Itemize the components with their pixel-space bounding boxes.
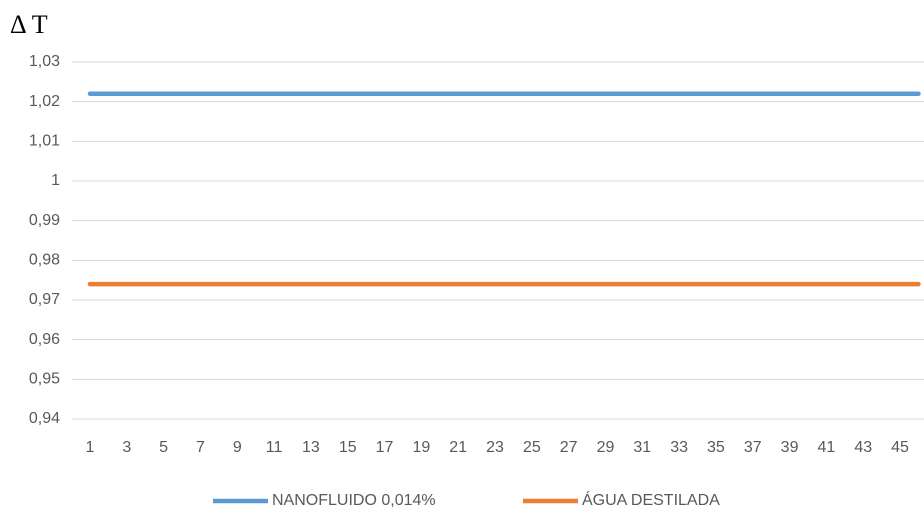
x-tick-label: 7: [196, 439, 205, 456]
x-tick-label: 35: [707, 439, 725, 456]
y-tick-label: 0,98: [29, 252, 60, 269]
chart-title: Δ T: [10, 10, 48, 39]
x-tick-label: 41: [818, 439, 836, 456]
x-tick-label: 21: [449, 439, 467, 456]
x-tick-label: 37: [744, 439, 762, 456]
y-tick-label: 1,02: [29, 93, 60, 110]
y-tick-label: 1,03: [29, 53, 60, 70]
legend-label: NANOFLUIDO 0,014%: [272, 492, 436, 509]
x-tick-label: 27: [560, 439, 578, 456]
x-tick-label: 11: [266, 439, 283, 456]
x-tick-label: 29: [597, 439, 615, 456]
x-tick-label: 39: [781, 439, 799, 456]
y-tick-label: 0,99: [29, 212, 60, 229]
x-tick-label: 25: [523, 439, 541, 456]
legend-label: ÁGUA DESTILADA: [582, 490, 720, 509]
x-tick-label: 15: [339, 439, 357, 456]
x-tick-label: 45: [891, 439, 909, 456]
y-tick-label: 1: [51, 172, 60, 189]
y-tick-label: 0,95: [29, 371, 60, 388]
x-tick-label: 1: [86, 439, 95, 456]
x-tick-label: 43: [854, 439, 872, 456]
x-tick-label: 23: [486, 439, 504, 456]
x-tick-label: 13: [302, 439, 320, 456]
y-tick-label: 1,01: [29, 133, 60, 150]
x-tick-label: 5: [159, 439, 168, 456]
x-tick-label: 17: [376, 439, 394, 456]
x-tick-label: 3: [122, 439, 131, 456]
y-tick-label: 0,96: [29, 331, 60, 348]
x-tick-label: 31: [633, 439, 651, 456]
x-tick-label: 19: [412, 439, 430, 456]
y-tick-label: 0,94: [29, 410, 60, 427]
x-tick-label: 9: [233, 439, 242, 456]
y-tick-label: 0,97: [29, 291, 60, 308]
x-tick-label: 33: [670, 439, 688, 456]
